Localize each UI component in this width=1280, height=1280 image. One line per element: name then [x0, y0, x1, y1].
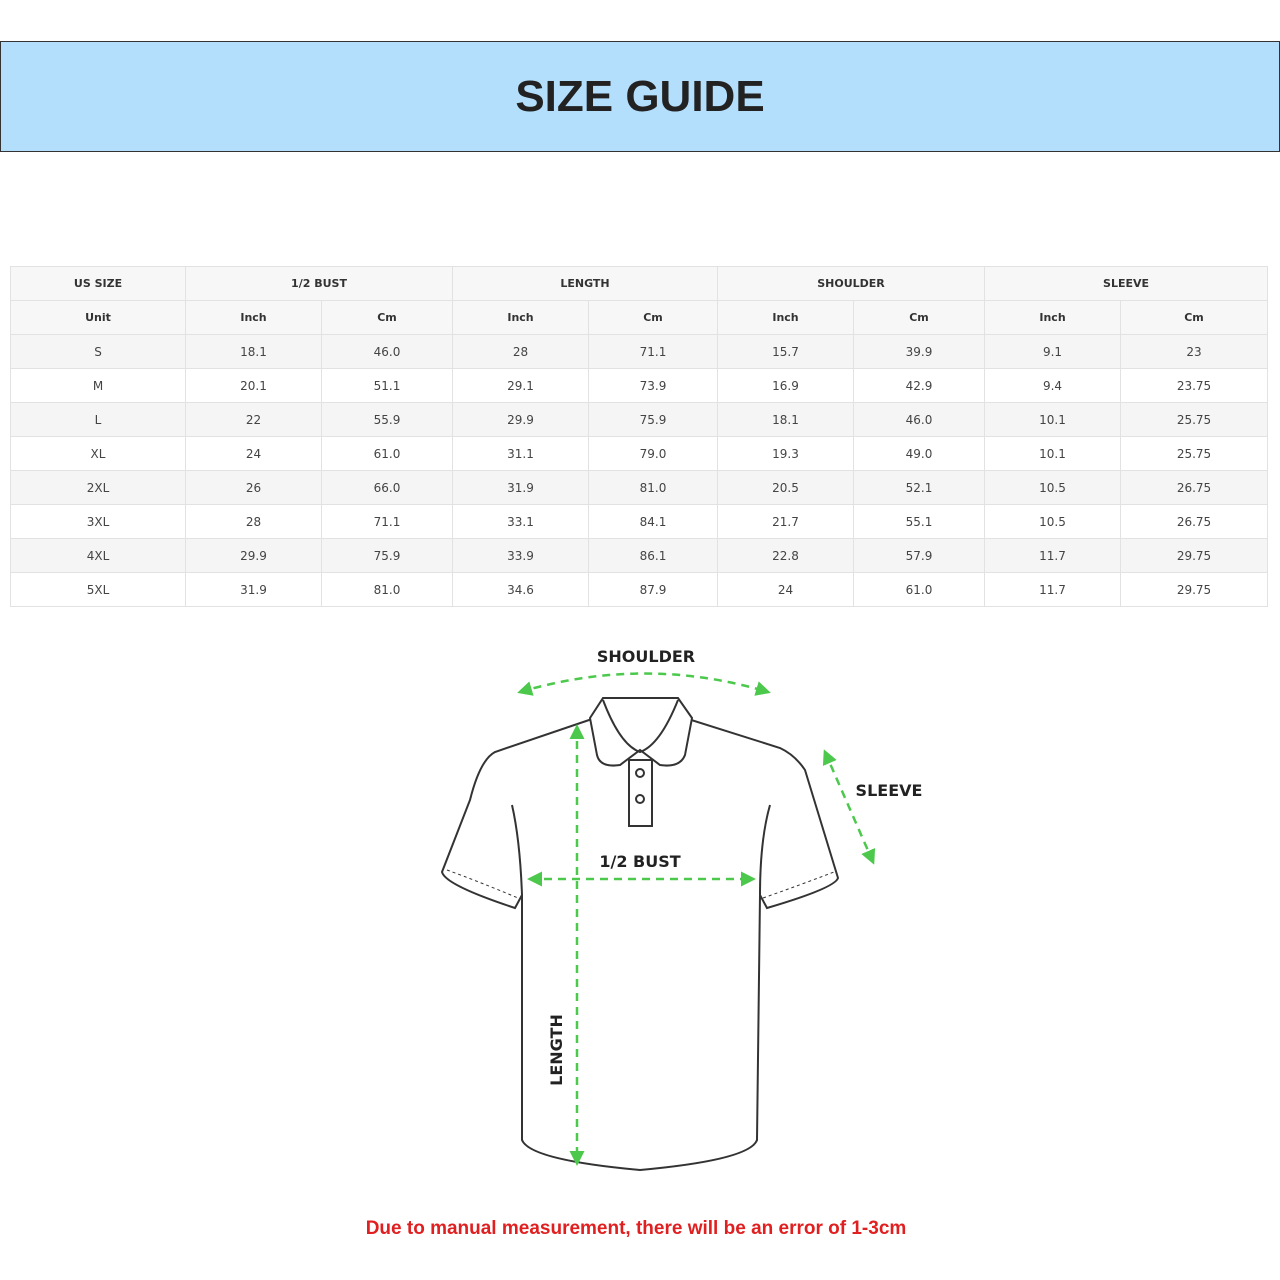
cell: 61.0: [321, 436, 453, 471]
cell: 22: [185, 402, 322, 437]
cell: 26.75: [1120, 470, 1269, 505]
cell: 61.0: [852, 572, 986, 607]
cell: 10.1: [984, 402, 1122, 437]
cell: 87.9: [588, 572, 718, 607]
cell: 10.5: [984, 470, 1122, 505]
cell: 55.9: [321, 402, 453, 437]
size-row: 2XL 26 66.0 31.9 81.0 20.5 52.1 10.5 26.75: [10, 470, 1269, 505]
cell: 9.1: [984, 334, 1122, 369]
cell: 29.9: [452, 402, 589, 437]
note: Due to manual measurement, there will be…: [365, 1218, 907, 1239]
cell: 42.9: [852, 368, 986, 403]
cell: 75.9: [588, 402, 718, 437]
cell: 31.9: [452, 470, 589, 505]
cell: 9.4: [984, 368, 1122, 403]
size-row: L 22 55.9 29.9 75.9 18.1 46.0 10.1 25.75: [10, 402, 1269, 437]
shoulder-label: SHOULDER: [597, 647, 695, 666]
cell: 46.0: [321, 334, 453, 369]
cell: 22.8: [717, 538, 854, 573]
cell: 29.75: [1120, 572, 1269, 607]
size-row: 4XL 29.9 75.9 33.9 86.1 22.8 57.9 11.7 29.75: [10, 538, 1269, 573]
cell: 11.7: [984, 572, 1122, 607]
cell: 4XL: [10, 538, 186, 573]
cell: 29.75: [1120, 538, 1269, 573]
cell: 86.1: [588, 538, 718, 573]
shirt: [440, 697, 840, 1172]
cell: 31.9: [185, 572, 322, 607]
cell: 19.3: [717, 436, 854, 471]
cell: 75.9: [321, 538, 453, 573]
cell: 81.0: [321, 572, 453, 607]
cell: 25.75: [1120, 402, 1269, 437]
group-header: LENGTH: [452, 266, 718, 301]
measure-arrows: [517, 672, 876, 1166]
size-row: 5XL 31.9 81.0 34.6 87.9 24 61.0 11.7 29.75: [10, 572, 1269, 607]
cell: 55.1: [852, 504, 986, 539]
cell: 29.1: [452, 368, 589, 403]
size-row: S 18.1 46.0 28 71.1 15.7 39.9 9.1 23: [10, 334, 1269, 369]
cell: 23: [1120, 334, 1269, 369]
group-header: SLEEVE: [984, 266, 1269, 301]
cell: 3XL: [10, 504, 186, 539]
cell: 2XL: [10, 470, 186, 505]
cell: 20.1: [185, 368, 322, 403]
cell: L: [10, 402, 186, 437]
group-header: SHOULDER: [716, 266, 986, 301]
unit-header: Cm: [852, 300, 986, 335]
cell: 34.6: [452, 572, 589, 607]
unit-header: Cm: [588, 300, 718, 335]
cell: 66.0: [321, 470, 453, 505]
cell: 57.9: [852, 538, 986, 573]
cell: 20.5: [717, 470, 854, 505]
cell: 18.1: [185, 334, 322, 369]
unit-header: Inch: [717, 300, 854, 335]
cell: 10.1: [984, 436, 1122, 471]
cell: 15.7: [717, 334, 854, 369]
group-row: US SIZE 1/2 BUST LENGTH SHOULDER SLEEVE: [10, 266, 1269, 301]
cell: 24: [185, 436, 322, 471]
unit-header: Inch: [452, 300, 589, 335]
cell: 73.9: [588, 368, 718, 403]
cell: 25.75: [1120, 436, 1269, 471]
header: SIZE GUIDE: [0, 41, 1280, 152]
length-label: LENGTH: [547, 1014, 566, 1086]
cell: 84.1: [588, 504, 718, 539]
size-row: 3XL 28 71.1 33.1 84.1 21.7 55.1 10.5 26.75: [10, 504, 1269, 539]
cell: 24: [717, 572, 854, 607]
unit-header: Cm: [321, 300, 453, 335]
cell: 71.1: [588, 334, 718, 369]
unit-header: Cm: [1120, 300, 1269, 335]
title: SIZE GUIDE: [515, 71, 765, 121]
size-table: US SIZE 1/2 BUST LENGTH SHOULDER SLEEVE Unit I…: [10, 266, 1269, 607]
cell: 33.9: [452, 538, 589, 573]
shirt-diagram: SHOULDER SLEEVE 1/2 BUST LENGTH: [440, 647, 923, 1172]
bust-label: 1/2 BUST: [599, 852, 680, 871]
cell: 28: [452, 334, 589, 369]
cell: 79.0: [588, 436, 718, 471]
cell: S: [10, 334, 186, 369]
sleeve-label: SLEEVE: [856, 781, 923, 800]
group-header: 1/2 BUST: [185, 266, 453, 301]
size-row: XL 24 61.0 31.1 79.0 19.3 49.0 10.1 25.75: [10, 436, 1269, 471]
cell: 5XL: [10, 572, 186, 607]
unit-header: Inch: [185, 300, 322, 335]
